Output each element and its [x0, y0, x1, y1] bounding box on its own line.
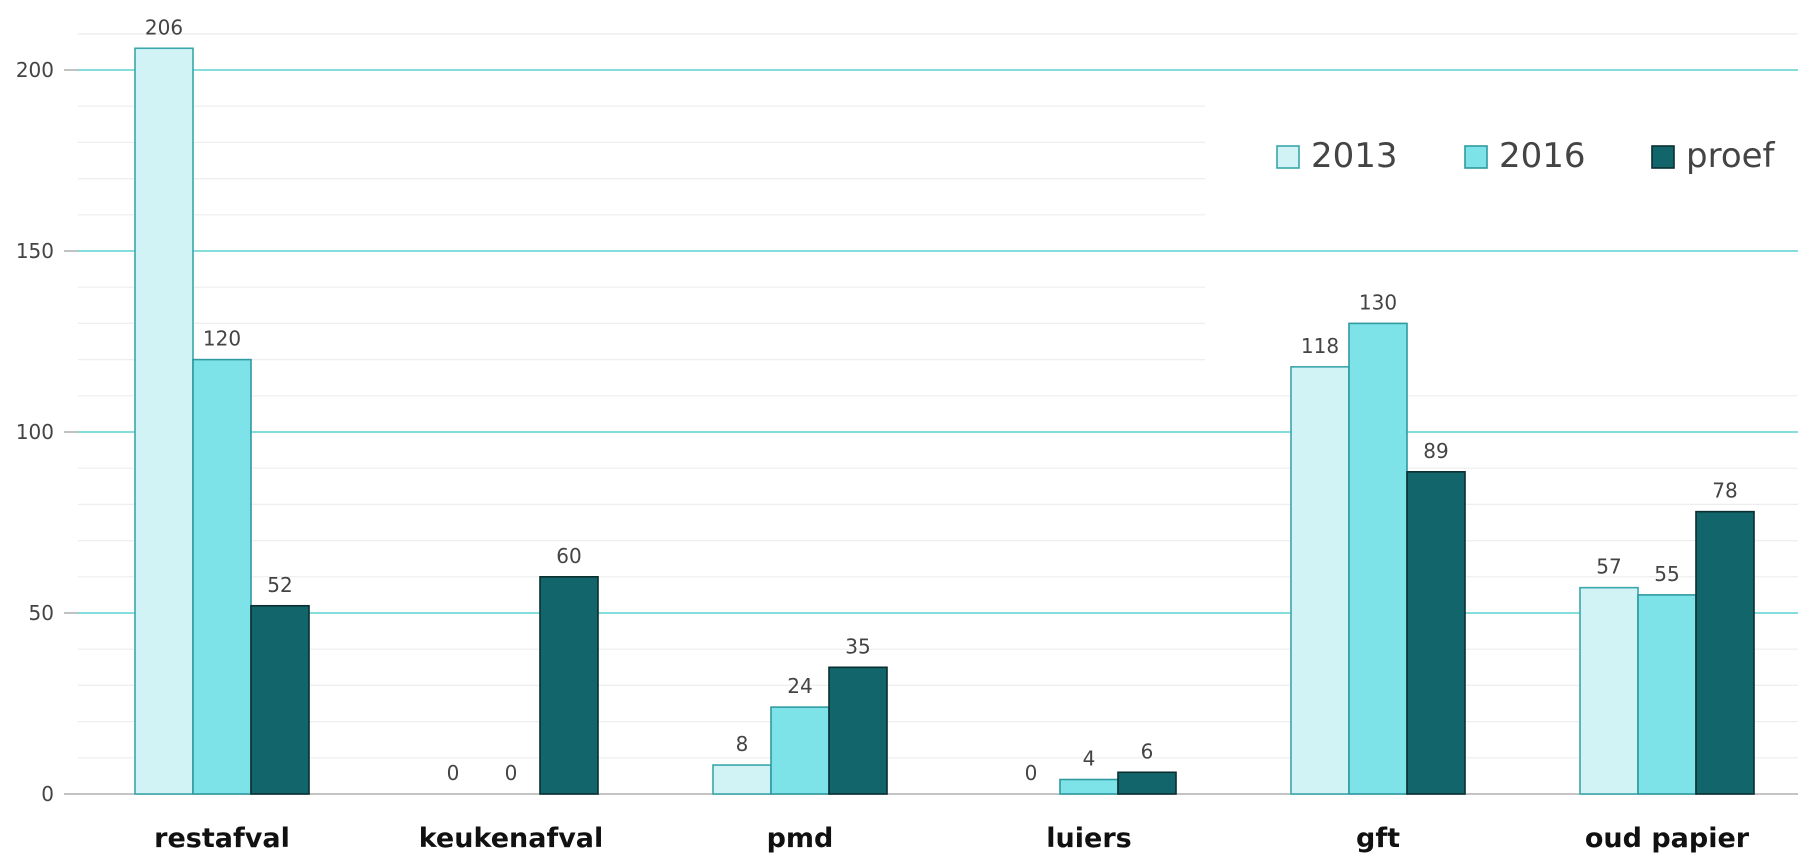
bar-pmd-proef	[828, 666, 888, 795]
data-labels: 206 120 52 0 0 60 8 24 35 0 4 6 118 130 89 57 55 78	[145, 15, 1738, 785]
bar-pmd-2013	[712, 764, 772, 795]
data-label: 89	[1423, 439, 1448, 463]
data-label: 78	[1712, 479, 1737, 503]
bar-oud-papier-proef	[1695, 510, 1755, 795]
data-label: 55	[1654, 562, 1679, 586]
bar-restafval-2013	[134, 47, 194, 795]
legend-label-2013: 2013	[1311, 136, 1398, 176]
data-label: 0	[1025, 761, 1038, 785]
data-label: 24	[787, 674, 812, 698]
legend: 2013 2016 proef	[1276, 136, 1776, 176]
bar-pmd-2016	[770, 706, 830, 795]
major-grid	[78, 69, 1798, 614]
data-label: 120	[203, 327, 241, 351]
data-label: 130	[1359, 290, 1397, 314]
category-label: luiers	[1046, 823, 1131, 854]
data-label: 6	[1141, 739, 1154, 763]
bar-keukenafval-proef	[539, 575, 599, 795]
data-label: 60	[556, 544, 581, 568]
bar-restafval-proef	[250, 604, 310, 795]
data-label: 0	[505, 761, 518, 785]
bar-luiers-2016	[1059, 778, 1119, 795]
legend-swatch-proef	[1651, 145, 1675, 169]
legend-swatch-2013	[1276, 145, 1300, 169]
bars	[134, 47, 1755, 795]
y-axis-ticks: 0 50 100 150 200	[16, 58, 78, 806]
y-tick-label: 100	[16, 420, 54, 444]
data-label: 0	[447, 761, 460, 785]
bar-gft-proef	[1406, 471, 1466, 795]
bar-oud-papier-2013	[1579, 586, 1639, 795]
category-label: gft	[1356, 823, 1400, 854]
y-tick-label: 200	[16, 58, 54, 82]
data-label: 4	[1083, 747, 1096, 771]
data-label: 206	[145, 15, 183, 39]
legend-label-2016: 2016	[1499, 136, 1586, 176]
data-label: 8	[736, 732, 749, 756]
category-label: oud papier	[1585, 823, 1750, 854]
y-tick-label: 50	[29, 601, 54, 625]
category-label: keukenafval	[419, 823, 604, 854]
legend-label-proef: proef	[1686, 136, 1776, 176]
category-label: restafval	[154, 823, 290, 854]
bar-restafval-2016	[192, 358, 252, 795]
category-labels: restafval keukenafval pmd luiers gft oud papi…	[154, 823, 1750, 854]
data-label: 52	[267, 573, 292, 597]
category-label: pmd	[767, 823, 834, 854]
bar-luiers-proef	[1117, 771, 1177, 795]
bar-gft-2016	[1348, 322, 1408, 795]
legend-swatch-2016	[1464, 145, 1488, 169]
y-tick-label: 0	[41, 782, 54, 806]
y-tick-label: 150	[16, 239, 54, 263]
data-label: 57	[1596, 555, 1621, 579]
bar-oud-papier-2016	[1637, 594, 1697, 795]
data-label: 118	[1301, 334, 1339, 358]
data-label: 35	[845, 634, 870, 658]
minor-grid	[78, 33, 1798, 759]
bar-gft-2013	[1290, 366, 1350, 795]
